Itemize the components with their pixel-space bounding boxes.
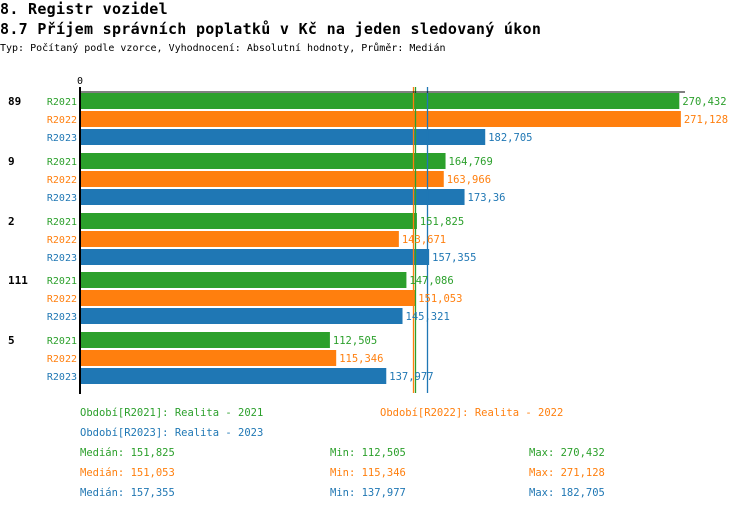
stat-min-r2022: Min: 115,346	[330, 467, 406, 479]
bar-r2021-5	[81, 332, 330, 348]
value-label: 157,355	[432, 252, 476, 264]
category-label: 2	[8, 215, 15, 228]
series-label: R2023	[47, 133, 77, 144]
series-label: R2021	[47, 217, 77, 228]
bar-r2023-89	[81, 129, 486, 145]
legend-entry-r2023: Období[R2023]: Realita - 2023	[80, 427, 264, 439]
labels-layer: 89 R2021 270,432 R2022 271,128 R2023 182,705 9 R…	[8, 95, 728, 383]
bar-r2022-5	[81, 350, 337, 366]
bar-r2023-2	[81, 249, 430, 265]
value-label: 137,977	[389, 371, 433, 383]
series-label: R2022	[47, 115, 77, 126]
series-label: R2021	[47, 157, 77, 168]
bars-layer	[81, 93, 681, 384]
series-label: R2023	[47, 372, 77, 383]
series-label: R2021	[47, 97, 77, 108]
legend-entry-r2022: Období[R2022]: Realita - 2022	[380, 407, 564, 419]
value-label: 163,966	[447, 174, 491, 186]
value-label: 145,321	[406, 311, 450, 323]
bar-r2021-9	[81, 153, 446, 169]
category-label: 9	[8, 155, 15, 168]
bar-r2022-2	[81, 231, 399, 247]
category-label: 5	[8, 334, 15, 347]
bar-r2023-111	[81, 308, 403, 324]
value-label: 270,432	[682, 96, 726, 108]
series-label: R2021	[47, 336, 77, 347]
series-label: R2021	[47, 276, 77, 287]
value-label: 147,086	[409, 275, 453, 287]
series-label: R2023	[47, 312, 77, 323]
chart-subtitle: Typ: Počítaný podle vzorce, Vyhodnocení:…	[0, 43, 446, 54]
value-label: 173,36	[468, 192, 506, 204]
value-label: 112,505	[333, 335, 377, 347]
series-label: R2022	[47, 175, 77, 186]
category-label: 89	[8, 95, 21, 108]
stat-max-r2023: Max: 182,705	[529, 487, 605, 499]
value-label: 271,128	[684, 114, 728, 126]
stat-median-r2023: Medián: 157,355	[80, 487, 175, 499]
series-label: R2022	[47, 354, 77, 365]
bar-r2021-89	[81, 93, 680, 109]
value-label: 182,705	[488, 132, 532, 144]
chart-title: 8.7 Příjem správních poplatků v Kč na je…	[0, 20, 542, 38]
section-heading: 8. Registr vozidel	[0, 0, 168, 18]
x-tick-label: 0	[77, 76, 83, 87]
legend-entry-r2021: Období[R2021]: Realita - 2021	[80, 407, 264, 419]
median-lines-layer	[412, 87, 429, 393]
series-label: R2023	[47, 253, 77, 264]
bar-r2022-111	[81, 290, 416, 306]
value-label: 151,825	[420, 216, 464, 228]
stat-median-r2021: Medián: 151,825	[80, 447, 175, 459]
series-label: R2022	[47, 235, 77, 246]
stat-min-r2021: Min: 112,505	[330, 447, 406, 459]
series-label: R2023	[47, 193, 77, 204]
bar-r2022-89	[81, 111, 681, 127]
bar-r2022-9	[81, 171, 444, 187]
stat-min-r2023: Min: 137,977	[330, 487, 406, 499]
value-label: 164,769	[449, 156, 493, 168]
value-label: 115,346	[339, 353, 383, 365]
series-label: R2022	[47, 294, 77, 305]
bar-r2021-2	[81, 213, 417, 229]
category-label: 111	[8, 274, 28, 287]
bar-r2021-111	[81, 272, 407, 288]
value-label: 151,053	[418, 293, 462, 305]
value-label: 143,671	[402, 234, 446, 246]
bar-chart: 89 R2021 270,432 R2022 271,128 R2023 182,705 9 R…	[8, 76, 728, 394]
bar-r2023-5	[81, 368, 387, 384]
stat-max-r2021: Max: 270,432	[529, 447, 605, 459]
stat-max-r2022: Max: 271,128	[529, 467, 605, 479]
bar-r2023-9	[81, 189, 465, 205]
stat-median-r2022: Medián: 151,053	[80, 467, 175, 479]
